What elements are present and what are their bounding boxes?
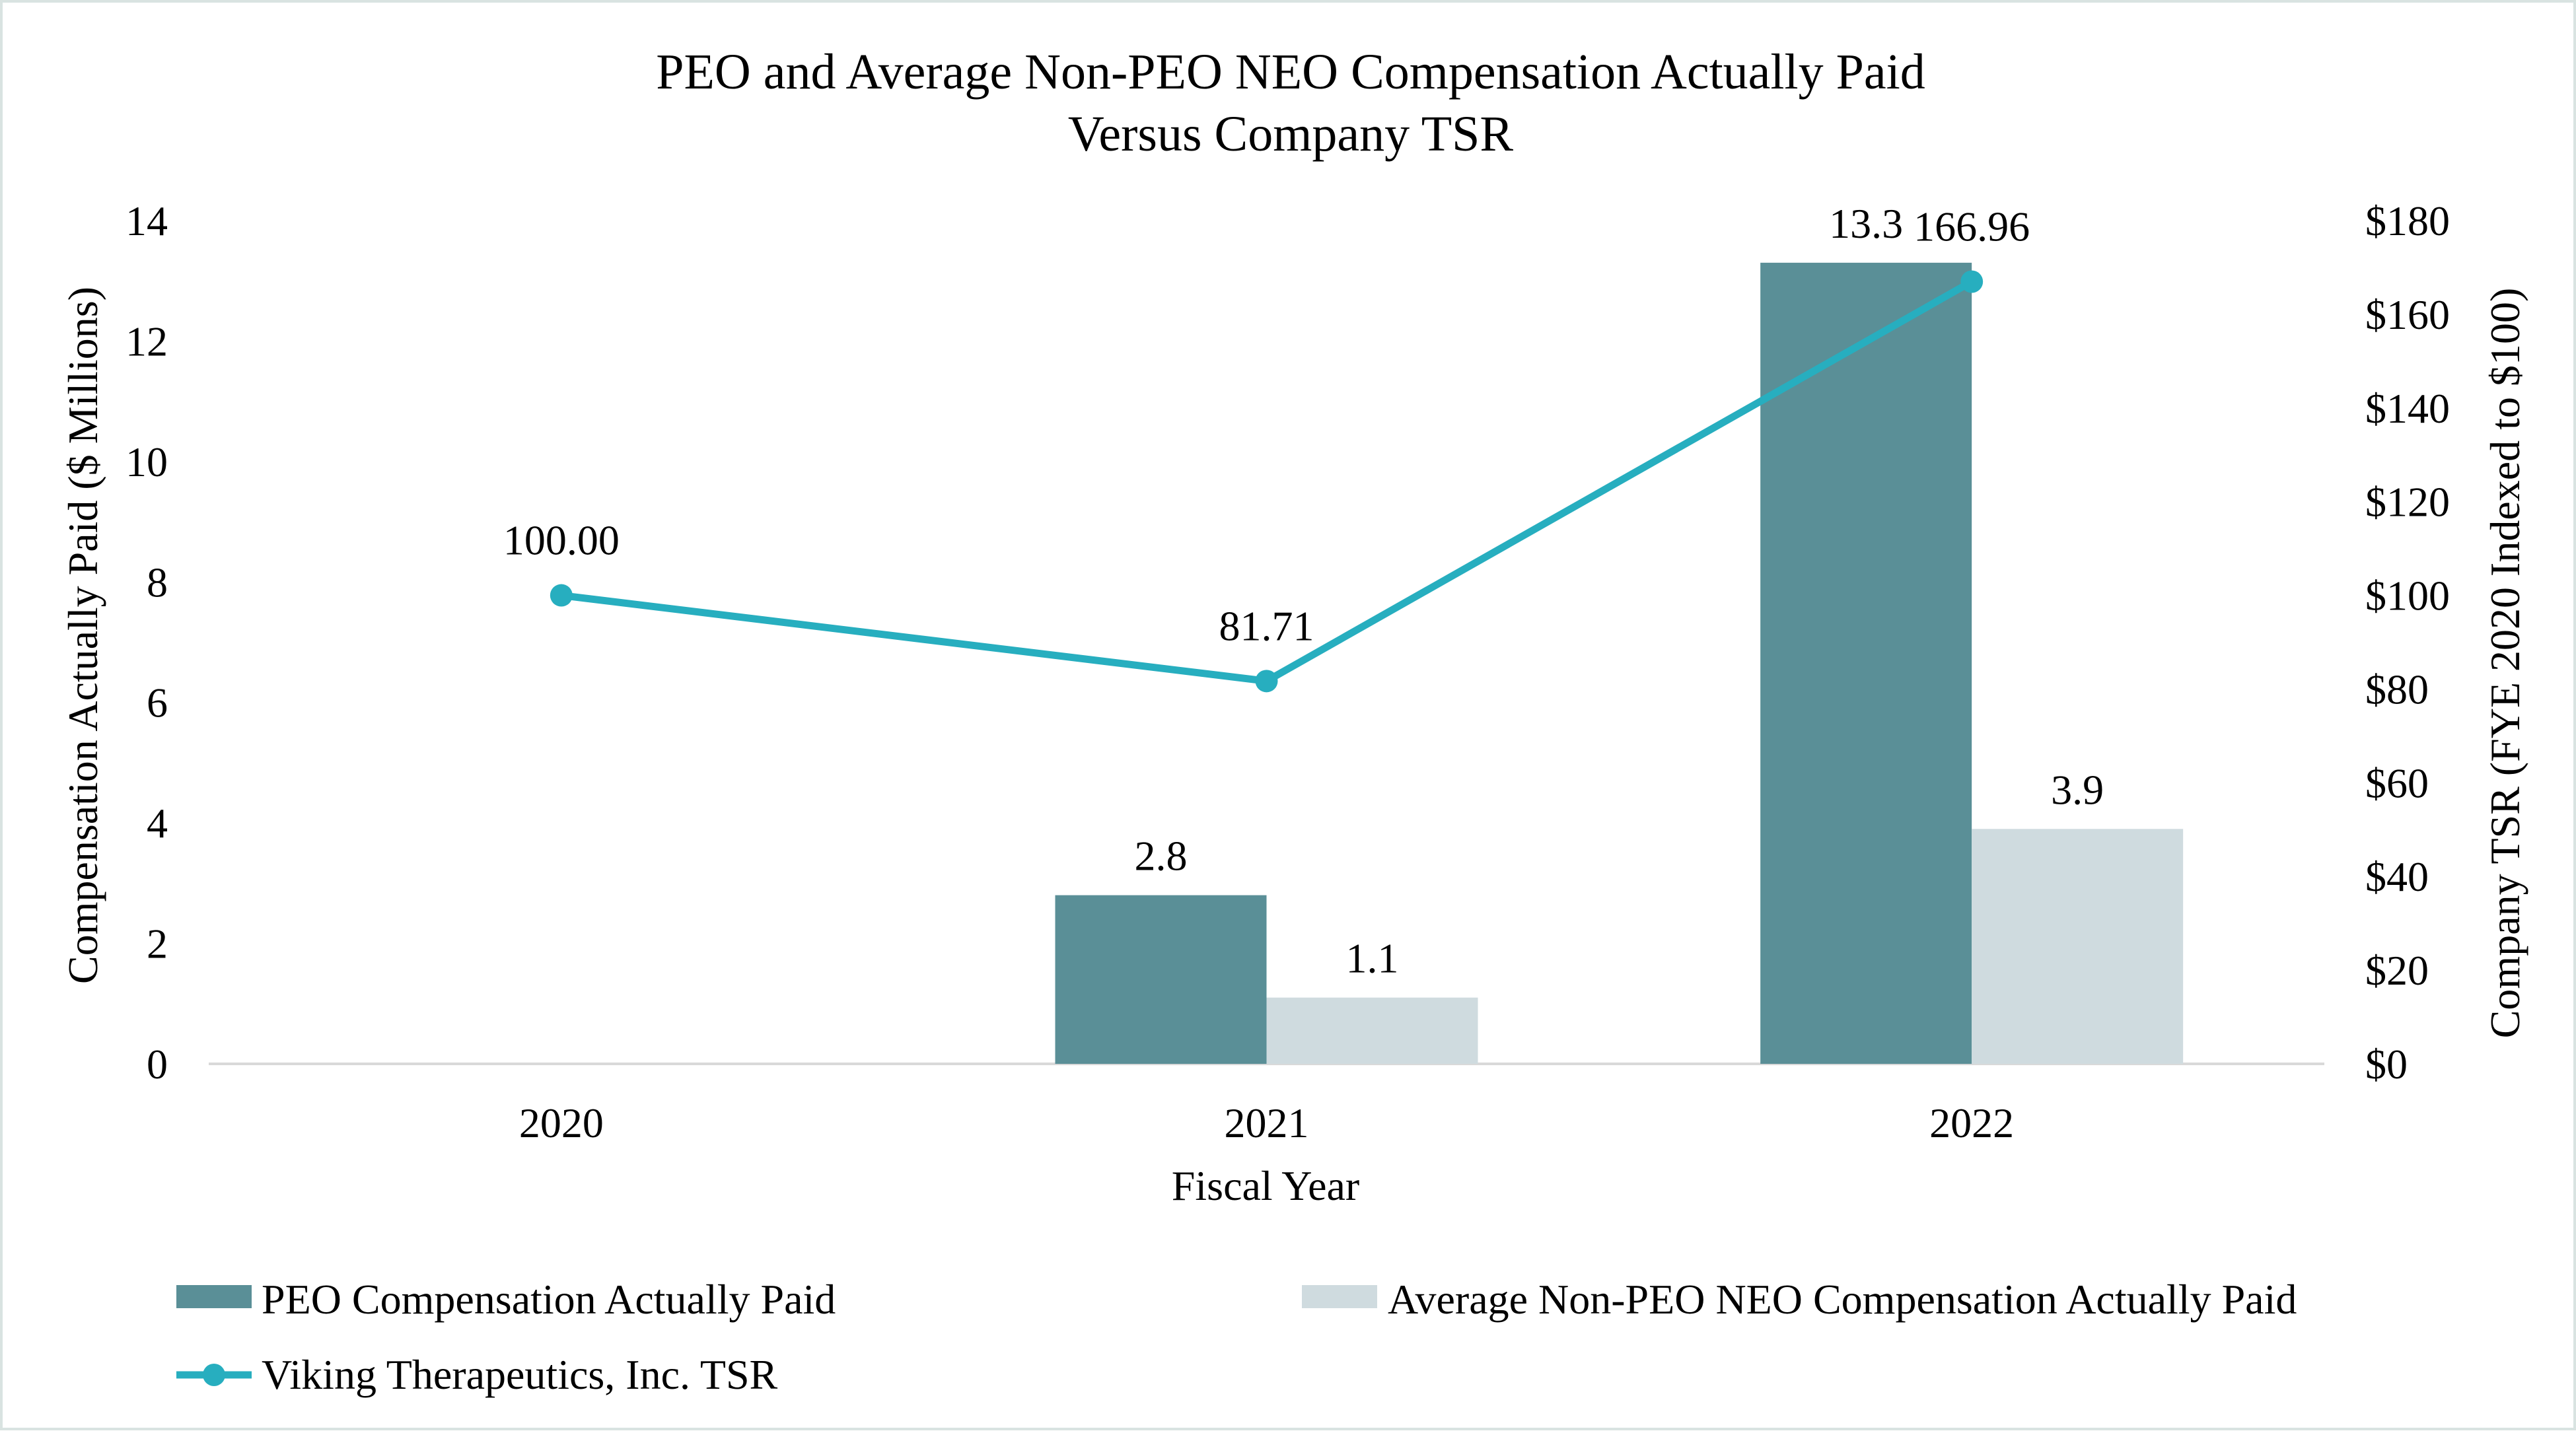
tsr-point-2022 [1960,270,1984,293]
bar-peo-2021 [1055,895,1267,1064]
legend-marker-tsr [203,1364,225,1386]
x-tick-label: 2021 [1225,1100,1309,1146]
legend-swatch-non-peo [1302,1285,1377,1308]
bar-data-label: 1.1 [1346,935,1399,982]
legend: PEO Compensation Actually Paid Average N… [176,1276,2297,1398]
right-tick-label: $160 [2365,291,2450,338]
bar-non-peo-2022 [1972,829,2184,1064]
tsr-data-label: 81.71 [1219,602,1314,649]
bar-data-label: 3.9 [2051,766,2104,813]
x-axis-ticks: 2020 2021 2022 [519,1100,2014,1146]
right-tick-label: $60 [2365,759,2429,806]
left-tick-label: 8 [147,559,168,606]
left-tick-label: 10 [125,438,168,485]
left-axis-ticks: 0 2 4 6 8 10 12 14 [125,197,168,1088]
bars-group: 2.8 13.3 1.1 3.9 [1055,200,2184,1065]
legend-label-peo: PEO Compensation Actually Paid [262,1276,836,1323]
tsr-data-label: 166.96 [1914,203,2030,250]
left-tick-label: 2 [147,921,168,967]
x-axis-title: Fiscal Year [1172,1162,1359,1209]
left-tick-label: 4 [147,800,168,847]
right-axis-ticks: $0 $20 $40 $60 $80 $100 $120 $140 $160 $180 [2365,197,2450,1088]
tsr-data-label: 100.00 [503,517,620,564]
chart-title: PEO and Average Non-PEO NEO Compensation… [656,44,1925,162]
left-tick-label: 0 [147,1041,168,1088]
right-tick-label: $0 [2365,1041,2408,1088]
chart-svg: PEO and Average Non-PEO NEO Compensation… [59,44,2528,1398]
bar-data-label: 2.8 [1135,833,1188,880]
bar-peo-2022 [1760,262,1972,1065]
bar-data-label: 13.3 [1829,200,1903,247]
tsr-point-2020 [550,584,573,607]
chart-title-line-1: PEO and Average Non-PEO NEO Compensation… [656,44,1925,100]
legend-label-non-peo: Average Non-PEO NEO Compensation Actuall… [1388,1276,2297,1323]
left-axis-title: Compensation Actually Paid ($ Millions) [59,287,106,984]
chart-title-line-2: Versus Company TSR [1068,106,1514,162]
left-tick-label: 6 [147,680,168,726]
right-tick-label: $40 [2365,853,2429,900]
right-axis-title: Company TSR (FYE 2020 Indexed to $100) [2482,288,2528,1039]
legend-label-tsr: Viking Therapeutics, Inc. TSR [262,1351,778,1398]
x-tick-label: 2022 [1929,1100,2014,1146]
right-tick-label: $140 [2365,385,2450,432]
right-tick-label: $180 [2365,197,2450,244]
tsr-line-group: 100.00 81.71 166.96 [503,203,2030,693]
legend-swatch-peo [176,1285,252,1308]
left-tick-label: 14 [125,197,168,244]
x-tick-label: 2020 [519,1100,604,1146]
bar-non-peo-2021 [1266,997,1478,1064]
left-tick-label: 12 [125,318,168,365]
right-tick-label: $120 [2365,479,2450,526]
right-tick-label: $20 [2365,947,2429,994]
right-tick-label: $100 [2365,573,2450,619]
right-tick-label: $80 [2365,666,2429,713]
tsr-point-2021 [1255,670,1278,693]
